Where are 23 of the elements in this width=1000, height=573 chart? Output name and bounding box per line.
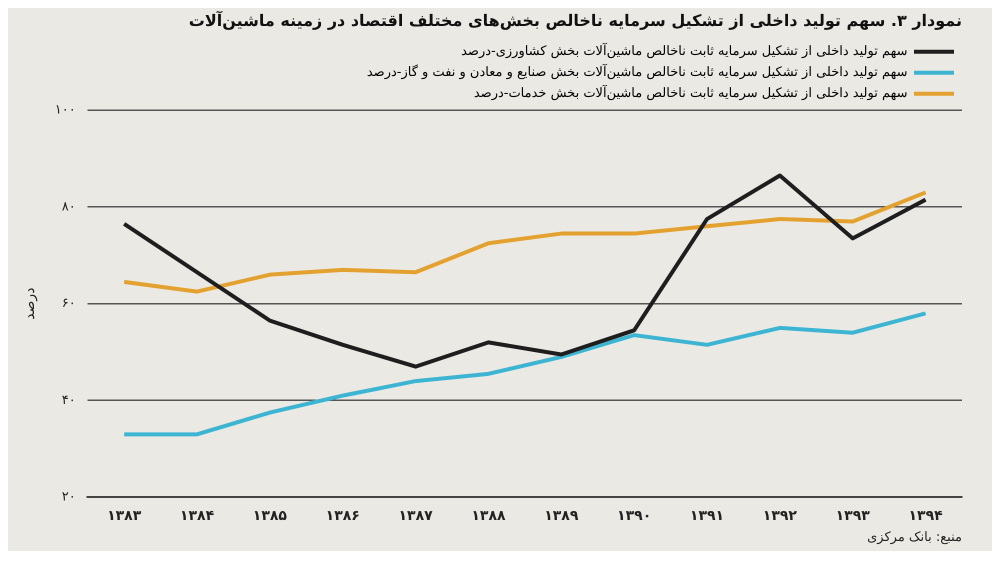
x-tick-label: ۱۳۸۳ xyxy=(107,508,142,524)
y-tick-label: ۲۰ xyxy=(62,490,76,505)
y-axis-title: درصد xyxy=(22,288,38,320)
x-tick-label: ۱۳۹۳ xyxy=(836,508,870,524)
y-tick-label: ۶۰ xyxy=(62,296,76,312)
x-tick-label: ۱۳۸۶ xyxy=(326,508,360,524)
chart-title: نمودار ۳. سهم تولید داخلی از تشکیل سرمایه ناخالص بخش‌های مختلف اقتصاد در زمینه ماشین‌آلات xyxy=(188,10,962,30)
x-tick-label: ۱۳۸۸ xyxy=(471,508,506,524)
x-tick-label: ۱۳۸۴ xyxy=(180,508,215,524)
legend-label: سهم تولید داخلی از تشکیل سرمایه ثابت ناخالص ماشین‌آلات بخش صنایع و معادن و نفت و گاز-درصد xyxy=(366,63,908,80)
x-tick-label: ۱۳۹۱ xyxy=(690,508,724,524)
x-tick-label: ۱۳۹۰ xyxy=(617,508,652,524)
x-tick-label: ۱۳۸۹ xyxy=(544,508,579,524)
text: منبع: بانک مرکزی xyxy=(866,529,963,547)
legend-label: سهم تولید داخلی از تشکیل سرمایه ثابت ناخالص ماشین‌آلات بخش کشاورزی-درصد xyxy=(461,42,908,60)
legend-label: سهم تولید داخلی از تشکیل سرمایه ثابت ناخالص ماشین‌آلات بخش خدمات-درصد xyxy=(474,84,908,102)
y-tick-label: ۸۰ xyxy=(62,199,76,214)
x-tick-label: ۱۳۸۵ xyxy=(252,508,288,524)
x-tick-label: ۱۳۹۲ xyxy=(762,508,798,524)
y-tick-label: ۱۰۰ xyxy=(54,102,76,118)
x-tick-label: ۱۳۸۷ xyxy=(398,508,434,524)
y-tick-label: ۴۰ xyxy=(62,392,76,408)
x-tick-label: ۱۳۹۴ xyxy=(908,508,944,524)
